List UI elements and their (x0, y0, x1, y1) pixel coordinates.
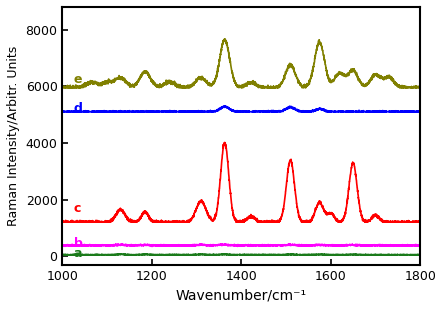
Text: e: e (74, 73, 82, 86)
Text: a: a (74, 248, 82, 260)
X-axis label: Wavenumber/cm⁻¹: Wavenumber/cm⁻¹ (176, 288, 307, 302)
Text: d: d (74, 102, 82, 115)
Text: c: c (74, 201, 81, 214)
Text: b: b (74, 237, 82, 250)
Y-axis label: Raman Intensity/Arbitr. Units: Raman Intensity/Arbitr. Units (7, 46, 20, 226)
